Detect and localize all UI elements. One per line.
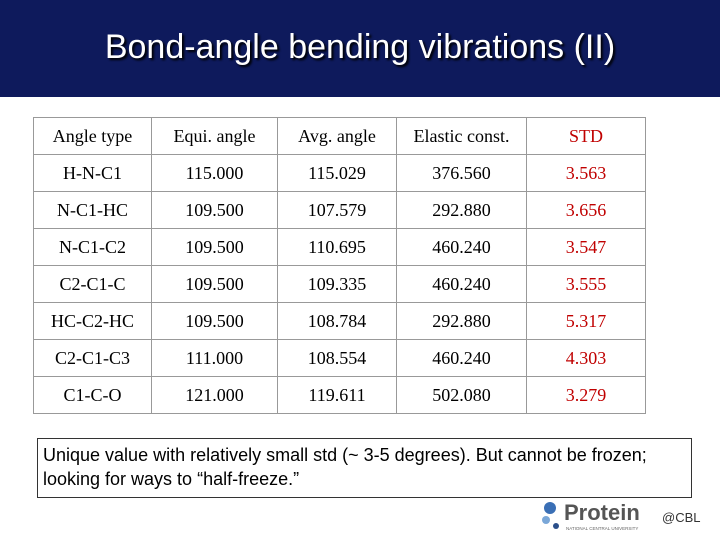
table-cell: C1-C-O [33, 376, 152, 414]
table-cell: N-C1-C2 [33, 228, 152, 266]
table-cell: 5.317 [526, 302, 646, 340]
slide-title: Bond-angle bending vibrations (II) [104, 28, 616, 66]
note-box: Unique value with relatively small std (… [37, 438, 692, 498]
table-cell: 376.560 [396, 154, 527, 192]
table-row: N-C1-HC 109.500 107.579 292.880 3.656 [33, 191, 646, 229]
table-row: HC-C2-HC 109.500 108.784 292.880 5.317 [33, 302, 646, 340]
table-cell: 292.880 [396, 302, 527, 340]
table-cell: 502.080 [396, 376, 527, 414]
table-cell: Avg. angle [277, 117, 397, 155]
table-cell: 3.656 [526, 191, 646, 229]
table-cell: 460.240 [396, 265, 527, 303]
table-row: C1-C-O 121.000 119.611 502.080 3.279 [33, 376, 646, 414]
table-cell: 109.500 [151, 228, 278, 266]
table-cell: C2-C1-C [33, 265, 152, 303]
table-cell: 109.335 [277, 265, 397, 303]
table-cell: 292.880 [396, 191, 527, 229]
logo: Protein @CBL NATIONAL CENTRAL UNIVERSITY [542, 500, 701, 531]
table-cell: 121.000 [151, 376, 278, 414]
table-cell: 3.555 [526, 265, 646, 303]
table-cell: 460.240 [396, 228, 527, 266]
table-cell: HC-C2-HC [33, 302, 152, 340]
table-cell: 115.000 [151, 154, 278, 192]
table-row: C2-C1-C3 111.000 108.554 460.240 4.303 [33, 339, 646, 377]
table-row: N-C1-C2 109.500 110.695 460.240 3.547 [33, 228, 646, 266]
data-table: Angle type Equi. angle Avg. angle Elastic c… [33, 117, 646, 414]
table-cell: 111.000 [151, 339, 278, 377]
table-cell: 109.500 [151, 191, 278, 229]
table-cell: 108.554 [277, 339, 397, 377]
table-cell: Equi. angle [151, 117, 278, 155]
table-cell: 108.784 [277, 302, 397, 340]
table-cell: Angle type [33, 117, 152, 155]
logo-name: Protein [564, 500, 640, 525]
table-cell: 110.695 [277, 228, 397, 266]
table-cell: 107.579 [277, 191, 397, 229]
table-cell: 109.500 [151, 265, 278, 303]
table-cell: 115.029 [277, 154, 397, 192]
table-cell: Elastic const. [396, 117, 527, 155]
table-cell: 3.547 [526, 228, 646, 266]
header-row: Angle type Equi. angle Avg. angle Elastic c… [33, 117, 646, 155]
table-cell: 3.279 [526, 376, 646, 414]
header-band [0, 0, 720, 97]
table-cell: STD [526, 117, 646, 155]
table-cell: 460.240 [396, 339, 527, 377]
logo-icon [544, 502, 556, 514]
logo-icon [542, 516, 550, 524]
table-cell: C2-C1-C3 [33, 339, 152, 377]
logo-subtitle: NATIONAL CENTRAL UNIVERSITY [566, 526, 638, 531]
logo-icon [553, 523, 559, 529]
table-cell: N-C1-HC [33, 191, 152, 229]
logo-suffix: @CBL [662, 510, 701, 525]
table-cell: H-N-C1 [33, 154, 152, 192]
table-row: H-N-C1 115.000 115.029 376.560 3.563 [33, 154, 646, 192]
table-cell: 4.303 [526, 339, 646, 377]
table-cell: 109.500 [151, 302, 278, 340]
table-cell: 119.611 [277, 376, 397, 414]
table-cell: 3.563 [526, 154, 646, 192]
table-row: C2-C1-C 109.500 109.335 460.240 3.555 [33, 265, 646, 303]
